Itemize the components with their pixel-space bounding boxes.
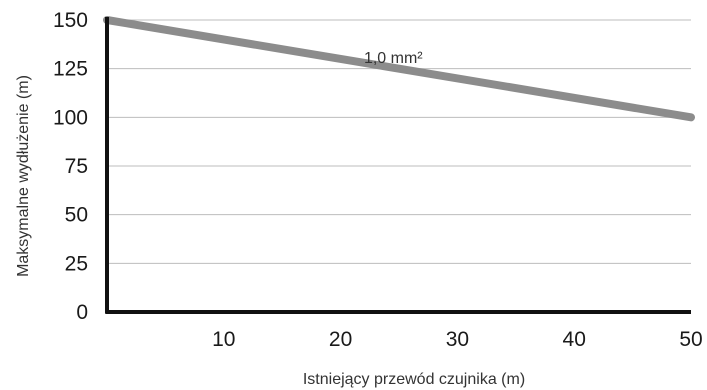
axes	[105, 17, 691, 314]
x-tick-label-50: 50	[679, 328, 702, 351]
x-tick-labels: 10 20 30 40 50	[212, 328, 703, 351]
y-tick-label-0: 0	[76, 301, 88, 324]
y-axis-title: Maksymalne wydłużenie (m)	[15, 75, 32, 277]
y-tick-label-25: 25	[65, 252, 88, 275]
annotations: 1,0 mm²	[364, 50, 423, 67]
x-tick-label-40: 40	[563, 328, 586, 351]
y-tick-label-50: 50	[65, 204, 88, 227]
x-tick-label-10: 10	[212, 328, 235, 351]
y-tick-label-125: 125	[53, 58, 88, 81]
x-tick-label-30: 30	[446, 328, 469, 351]
series-annotation-0: 1,0 mm²	[364, 50, 423, 67]
x-tick-label-20: 20	[329, 328, 352, 351]
y-tick-labels: 0 25 50 75 100 125 150	[53, 9, 88, 324]
y-tick-label-100: 100	[53, 106, 88, 129]
x-axis-title: Istniejący przewód czujnika (m)	[303, 371, 525, 388]
series-line-0	[103, 16, 695, 122]
y-tick-label-150: 150	[53, 9, 88, 32]
series-layer	[103, 16, 695, 122]
y-tick-label-75: 75	[65, 155, 88, 178]
